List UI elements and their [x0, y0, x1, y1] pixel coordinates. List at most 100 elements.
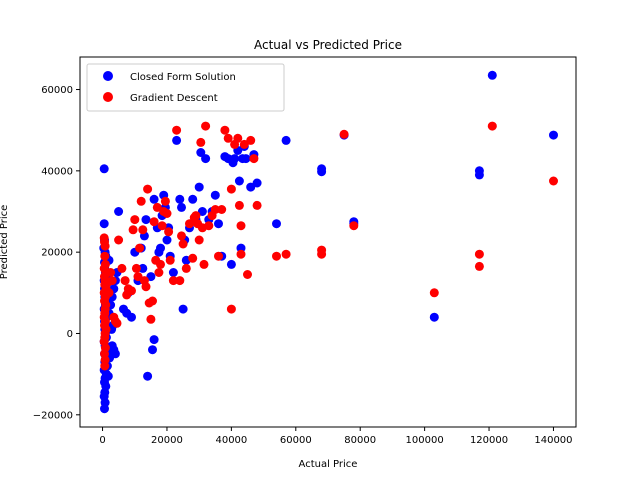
data-point — [133, 272, 143, 282]
data-point — [110, 349, 120, 359]
data-point — [177, 202, 186, 212]
data-point — [178, 304, 188, 314]
data-point — [138, 225, 148, 235]
data-point — [236, 249, 246, 259]
data-point — [148, 345, 157, 355]
x-tick-label: 40000 — [215, 435, 247, 446]
y-tick-label: 20000 — [41, 248, 73, 259]
data-point — [487, 121, 497, 131]
data-point — [100, 361, 110, 371]
data-point — [252, 200, 262, 210]
data-point — [143, 371, 153, 381]
data-point — [164, 227, 174, 237]
data-point — [156, 243, 165, 253]
data-point — [156, 259, 165, 269]
data-point — [106, 268, 116, 277]
y-tick-label: 0 — [67, 329, 73, 340]
legend-label-closed-form: Closed Form Solution — [130, 72, 236, 83]
data-point — [135, 243, 145, 253]
data-point — [114, 235, 124, 245]
data-point — [177, 231, 186, 241]
data-point — [178, 239, 188, 249]
plot-area — [80, 57, 576, 427]
y-tick-label: −20000 — [33, 410, 73, 421]
data-point — [194, 235, 204, 245]
legend: Closed Form Solution Gradient Descent — [86, 63, 285, 112]
data-point — [246, 135, 256, 145]
y-axis-title: Predicted Price — [0, 205, 10, 280]
data-point — [99, 164, 109, 174]
data-point — [99, 219, 109, 229]
data-point — [214, 251, 223, 261]
data-point — [114, 207, 124, 216]
data-point — [234, 200, 244, 210]
x-tick-label: 80000 — [344, 435, 376, 446]
data-point — [146, 272, 156, 282]
data-point — [168, 268, 178, 277]
points-layer — [99, 70, 558, 414]
data-point — [149, 335, 159, 345]
data-point — [239, 139, 249, 149]
data-point — [152, 202, 162, 212]
data-point — [217, 205, 227, 214]
x-tick-label: 60000 — [280, 435, 312, 446]
data-point — [241, 154, 251, 164]
data-point — [138, 263, 148, 273]
data-point — [143, 184, 153, 194]
data-point — [175, 194, 185, 204]
data-point — [128, 225, 138, 235]
data-point — [127, 312, 136, 322]
legend-label-gradient-descent: Gradient Descent — [130, 93, 218, 104]
data-point — [100, 241, 110, 251]
axes-frame — [79, 56, 577, 428]
data-point — [100, 404, 109, 414]
data-point — [474, 261, 484, 271]
data-point — [162, 235, 172, 245]
data-point — [188, 253, 198, 263]
data-point — [162, 209, 172, 218]
data-point — [160, 196, 170, 206]
data-point — [148, 296, 157, 306]
data-point — [165, 255, 175, 265]
data-point — [281, 135, 291, 145]
data-point — [201, 121, 211, 131]
data-point — [168, 276, 178, 286]
data-point — [185, 219, 194, 229]
data-point — [196, 148, 206, 157]
data-point — [317, 249, 327, 259]
data-point — [197, 207, 207, 216]
data-point — [188, 194, 198, 204]
data-point — [172, 135, 182, 145]
data-point — [181, 263, 191, 273]
data-point — [246, 182, 256, 192]
y-axis-ticks: −20000 0 20000 40000 60000 — [33, 85, 80, 421]
data-point — [226, 304, 236, 314]
data-point — [272, 251, 281, 261]
data-point — [474, 166, 484, 176]
data-point — [131, 263, 141, 273]
data-point — [172, 125, 182, 135]
x-tick-label: 100000 — [406, 435, 444, 446]
y-tick-label: 60000 — [41, 85, 73, 96]
y-tick-label: 40000 — [41, 166, 73, 177]
data-point — [204, 221, 214, 231]
data-point — [272, 219, 281, 229]
data-point — [146, 314, 156, 324]
x-tick-label: 0 — [99, 435, 105, 446]
data-point — [157, 221, 167, 231]
data-point — [474, 249, 484, 259]
data-point — [429, 312, 439, 322]
data-point — [117, 263, 127, 273]
data-point — [236, 221, 246, 231]
data-point — [196, 137, 206, 147]
x-tick-label: 20000 — [151, 435, 183, 446]
data-point — [233, 133, 243, 143]
data-point — [136, 196, 146, 206]
data-point — [120, 276, 130, 286]
data-point — [230, 154, 240, 164]
data-point — [191, 211, 201, 221]
data-point — [103, 371, 113, 381]
data-point — [549, 176, 558, 186]
data-point — [220, 125, 230, 135]
